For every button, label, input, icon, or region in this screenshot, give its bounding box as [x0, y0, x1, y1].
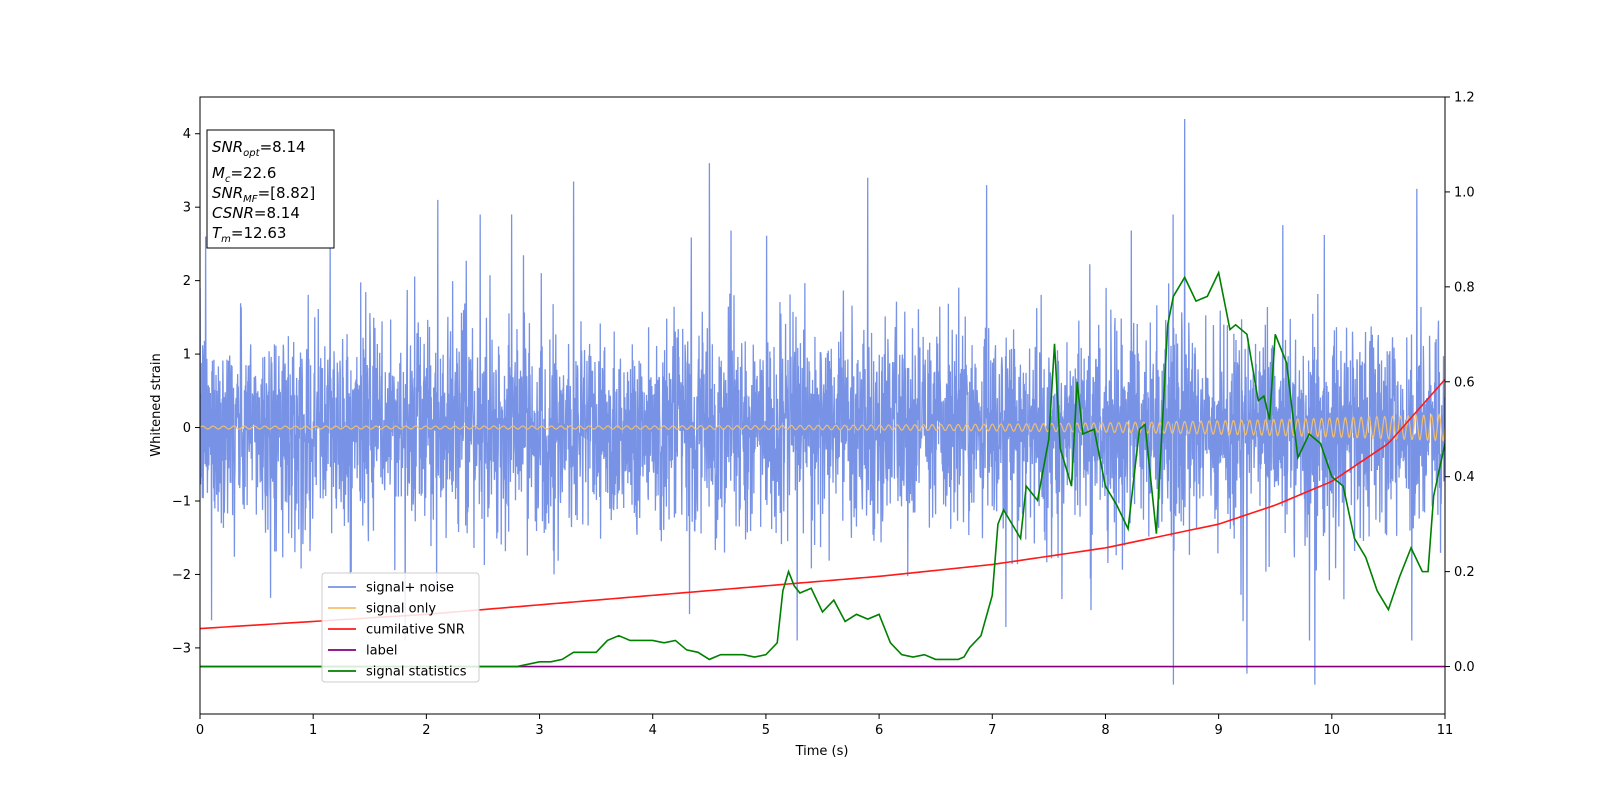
- info-tm: Tm=12.63: [212, 224, 286, 245]
- y-left-tick-label: 4: [183, 127, 191, 142]
- legend-entry-label: signal+ noise: [366, 581, 454, 596]
- x-tick-label: 5: [762, 723, 770, 738]
- legend-frame: [321, 572, 480, 683]
- x-tick-label: 9: [1214, 723, 1222, 738]
- y-axis-label: Whitened strain: [149, 353, 164, 456]
- y-left-tick-label: −1: [172, 494, 191, 509]
- x-tick-label: 6: [875, 723, 883, 738]
- info-box: SNRopt=8.14 Mc=22.6 SNRMF=[8.82] CSNR=8.…: [206, 129, 335, 249]
- x-tick-label: 1: [309, 723, 317, 738]
- x-axis-label: Time (s): [795, 744, 849, 759]
- x-tick-label: 7: [988, 723, 996, 738]
- x-tick-label: 11: [1437, 723, 1454, 738]
- legend-entry-label: signal statistics: [366, 665, 467, 680]
- x-tick-label: 3: [535, 723, 543, 738]
- info-box-frame: [206, 129, 335, 249]
- x-tick-label: 8: [1101, 723, 1109, 738]
- y-left-tick-label: 2: [183, 274, 191, 289]
- info-snr-mf: SNRMF=[8.82]: [212, 184, 315, 205]
- legend-entry-label: cumilative SNR: [366, 623, 465, 638]
- y-left-tick-label: 0: [183, 421, 191, 436]
- y-left-tick-label: 3: [183, 201, 191, 216]
- legend-entry-label: signal only: [366, 602, 436, 617]
- legend-entry-label: label: [366, 644, 397, 659]
- series-signal-statistics-line: [200, 270, 1445, 668]
- x-tick-label: 2: [422, 723, 430, 738]
- ticks-layer: 0 1 2 3 4 5 6 7 8 9 10 11 −3 −2 −1 0 1 2 3 4 0.0 0.2 0.4 0.6 0.8…: [172, 91, 1475, 739]
- series-signal-only-line: [200, 413, 1445, 442]
- x-tick-label: 0: [196, 723, 204, 738]
- y-right-tick-label: 1.0: [1454, 185, 1475, 200]
- y-right-tick-label: 0.4: [1454, 470, 1475, 485]
- y-left-tick-label: −2: [172, 568, 191, 583]
- y-right-tick-label: 0.0: [1454, 660, 1475, 675]
- y-left-tick-label: −3: [172, 641, 191, 656]
- info-csnr: CSNR=8.14: [212, 204, 300, 222]
- plot-frame: [199, 96, 1446, 715]
- info-mc: Mc=22.6: [212, 164, 276, 185]
- legend: signal+ noise signal only cumilative SNR la…: [321, 572, 480, 683]
- y-right-tick-label: 0.6: [1454, 375, 1475, 390]
- x-tick-label: 10: [1324, 723, 1341, 738]
- series-signal-noise-line: [200, 119, 1445, 685]
- y-right-tick-label: 0.2: [1454, 565, 1475, 580]
- y-right-tick-label: 0.8: [1454, 280, 1475, 295]
- info-snr-opt: SNRopt=8.14: [212, 138, 306, 159]
- y-right-tick-label: 1.2: [1454, 91, 1475, 106]
- y-left-tick-label: 1: [183, 348, 191, 363]
- x-tick-label: 4: [649, 723, 657, 738]
